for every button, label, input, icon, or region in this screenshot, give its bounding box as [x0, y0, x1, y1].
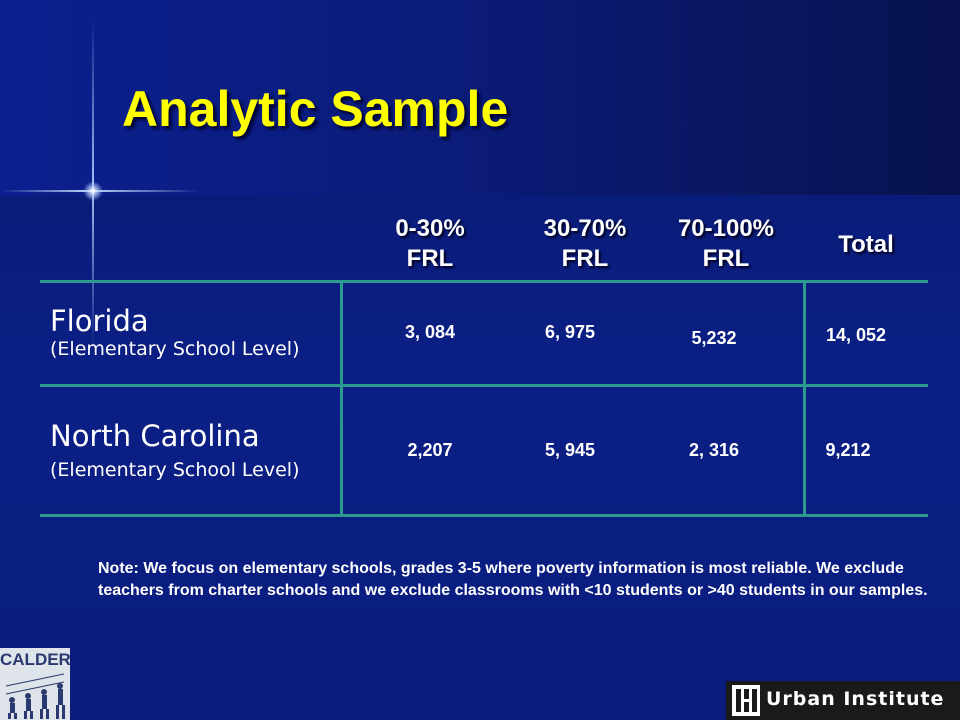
- table-rule-top: [40, 280, 928, 283]
- table-rule-bottom: [40, 514, 928, 517]
- column-header-line1: 0-30%: [395, 215, 465, 242]
- column-header-line2: FRL: [561, 245, 609, 272]
- column-header-line1: 70-100%: [677, 215, 775, 242]
- light-flare-core: [83, 181, 103, 201]
- header-band: [0, 0, 960, 195]
- row-label-north-carolina: North Carolina (Elementary School Level): [50, 419, 300, 481]
- slide-title: Analytic Sample: [122, 81, 509, 137]
- table-cell: 2,207: [407, 440, 453, 460]
- table-cell: 5,232: [691, 328, 737, 348]
- table-cell: 5, 945: [544, 440, 596, 460]
- table-rule-middle: [40, 384, 928, 387]
- column-header-line2: FRL: [702, 245, 750, 272]
- urban-institute-mark-icon: [732, 685, 760, 716]
- calder-logo: CALDER: [0, 648, 71, 720]
- table-cell: 14, 052: [825, 325, 887, 345]
- table-cell: 6, 975: [544, 322, 596, 342]
- column-header-total: Total: [796, 230, 936, 260]
- column-header-0-30-frl: 0-30% FRL: [360, 214, 500, 274]
- table-cell: 9,212: [825, 440, 871, 460]
- column-header-30-70-frl: 30-70% FRL: [515, 214, 655, 274]
- evolution-figures-icon: [5, 673, 65, 719]
- table-rule-total-column: [803, 280, 806, 517]
- table-cell: 2, 316: [688, 440, 740, 460]
- urban-institute-logo-text: Urban Institute: [766, 688, 945, 710]
- row-state: North Carolina: [50, 419, 260, 453]
- column-header-line1: Total: [838, 231, 894, 258]
- column-header-line1: 30-70%: [543, 215, 627, 242]
- column-header-line2: FRL: [406, 245, 454, 272]
- row-level: (Elementary School Level): [50, 459, 300, 481]
- footnote: Note: We focus on elementary schools, gr…: [98, 560, 928, 599]
- calder-logo-text: CALDER: [0, 650, 71, 669]
- table-cell: 3, 084: [404, 322, 456, 342]
- column-header-70-100-frl: 70-100% FRL: [656, 214, 796, 274]
- table-rule-left-column: [340, 280, 343, 517]
- row-state: Florida: [50, 304, 149, 338]
- row-label-florida: Florida (Elementary School Level): [50, 304, 300, 360]
- row-level: (Elementary School Level): [50, 338, 300, 360]
- urban-institute-logo: Urban Institute: [726, 681, 960, 720]
